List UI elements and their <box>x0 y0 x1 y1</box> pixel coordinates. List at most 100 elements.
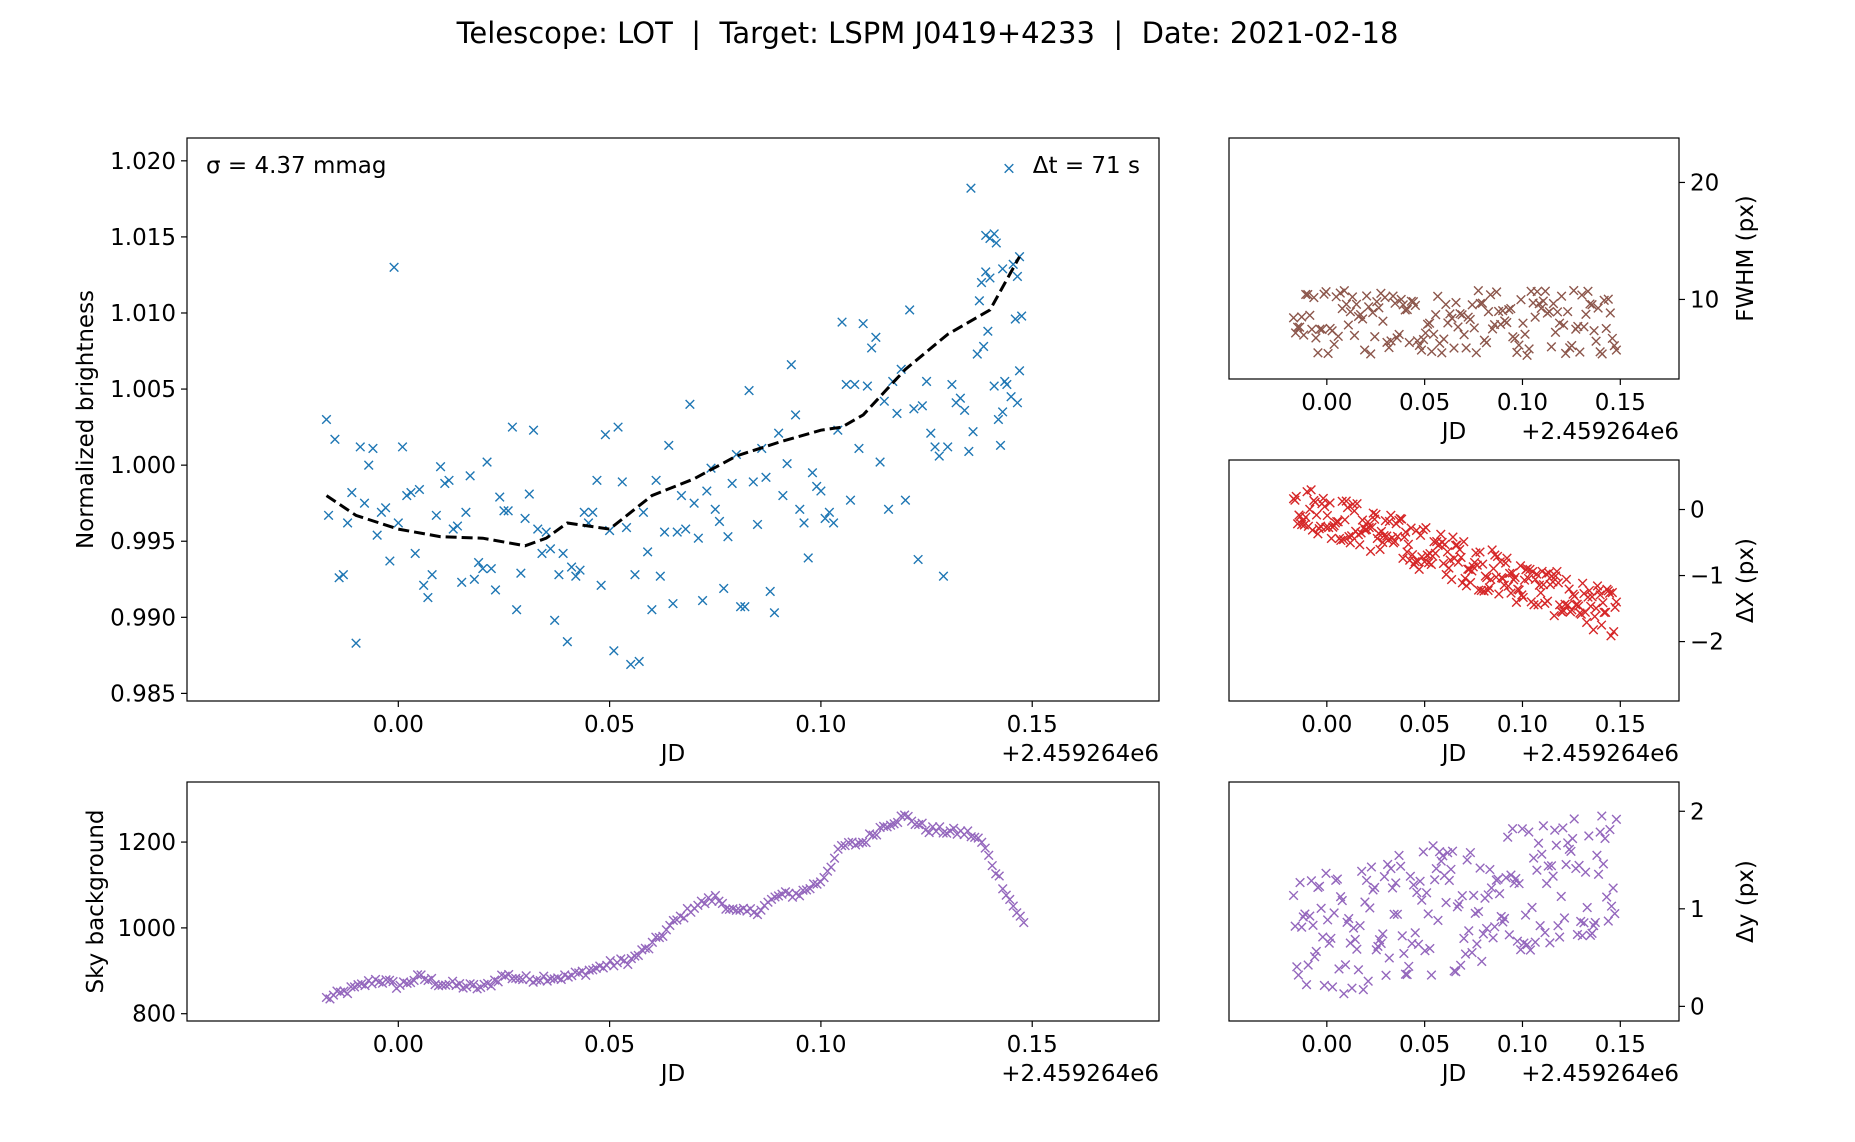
dy-point <box>1350 934 1361 945</box>
fwhm-point <box>1430 309 1441 320</box>
brightness-point <box>473 557 484 568</box>
dx-point <box>1607 587 1618 598</box>
sky-point <box>644 944 654 954</box>
brightness-point <box>647 604 657 615</box>
fwhm-point <box>1601 323 1612 334</box>
fwhm-point <box>1520 329 1530 340</box>
brightness-point <box>558 548 568 559</box>
dy-point <box>1499 913 1510 924</box>
brightness-point <box>765 586 775 597</box>
brightness-point <box>439 478 450 489</box>
dy-point <box>1536 849 1547 860</box>
dy-point <box>1321 868 1331 879</box>
brightness-point <box>494 492 505 502</box>
brightness-point <box>925 428 936 438</box>
fwhm-point <box>1544 306 1555 317</box>
brightness-dt-annotation: Δt = 71 s <box>1033 153 1140 179</box>
fwhm-point <box>1333 331 1344 342</box>
fwhm-point <box>1560 348 1571 359</box>
dy-point <box>1476 956 1487 967</box>
dx-point <box>1598 597 1608 608</box>
dy-point <box>1296 922 1307 932</box>
brightness-point <box>955 393 966 403</box>
brightness-xtick-label: 0.10 <box>795 712 846 738</box>
brightness-point <box>974 296 985 306</box>
dy-point <box>1389 909 1399 920</box>
fwhm-point <box>1305 310 1315 321</box>
dx-point <box>1517 590 1527 600</box>
brightness-point <box>689 498 699 508</box>
fwhm-point <box>1550 327 1561 338</box>
fwhm-point <box>1329 339 1339 350</box>
brightness-point <box>566 562 577 572</box>
dy-point <box>1502 832 1513 843</box>
dy-point <box>1348 923 1359 933</box>
dx-xtick-label: 0.10 <box>1497 712 1548 738</box>
brightness-point <box>380 502 391 513</box>
brightness-ytick-label: 0.990 <box>110 605 176 631</box>
brightness-point <box>427 569 437 580</box>
sky-point <box>756 905 766 915</box>
brightness-point <box>794 504 805 515</box>
fwhm-point <box>1378 316 1388 326</box>
brightness-point <box>600 429 611 440</box>
sky-point <box>381 975 391 985</box>
dx-point <box>1323 522 1334 533</box>
sky-point <box>707 896 717 907</box>
dy-point <box>1403 961 1414 972</box>
dx-point <box>1552 566 1562 577</box>
dy-point <box>1506 870 1516 880</box>
brightness-point <box>452 521 463 531</box>
dy-point <box>1387 883 1398 893</box>
fwhm-point <box>1552 307 1563 317</box>
brightness-point <box>892 408 902 419</box>
dy-point <box>1420 945 1430 956</box>
dy-point <box>1303 960 1313 970</box>
brightness-point <box>1004 163 1014 174</box>
dx-point <box>1444 563 1454 573</box>
fwhm-point <box>1524 344 1534 354</box>
dy-point <box>1554 932 1565 942</box>
sky-point <box>640 943 651 954</box>
dx-point <box>1375 544 1385 555</box>
dy-point <box>1590 917 1601 928</box>
dx-point <box>1518 592 1528 603</box>
fwhm-ytick-label: 10 <box>1690 287 1719 313</box>
fwhm-point <box>1605 308 1616 318</box>
sky-point <box>531 975 542 985</box>
brightness-point <box>338 569 349 580</box>
dx-point <box>1311 510 1322 520</box>
fwhm-point <box>1591 336 1601 346</box>
dy-point <box>1559 913 1570 923</box>
fwhm-point <box>1477 298 1488 309</box>
dy-point <box>1446 864 1456 875</box>
brightness-point <box>587 507 598 518</box>
brightness-point <box>718 583 729 594</box>
dy-point <box>1384 953 1395 963</box>
sky-point <box>1004 894 1015 905</box>
brightness-point <box>904 305 915 315</box>
sky-point <box>938 828 948 838</box>
brightness-point <box>410 548 421 559</box>
fwhm-point <box>1473 285 1484 296</box>
dy-ytick-label: 2 <box>1690 799 1705 825</box>
dx-point <box>1560 599 1570 610</box>
dy-point <box>1485 864 1495 875</box>
brightness-point <box>592 475 602 486</box>
brightness-point <box>959 405 970 416</box>
brightness-point <box>359 498 370 508</box>
dy-point <box>1556 891 1567 902</box>
fwhm-panel: 0.00 0.05 0.10 0.15 JD +2.459264e6 10 20 FWHM (p… <box>1228 137 1759 445</box>
fwhm-point <box>1459 329 1469 340</box>
dy-point <box>1528 853 1539 863</box>
fwhm-point <box>1367 307 1378 318</box>
sky-point <box>843 837 854 848</box>
brightness-point <box>989 381 999 391</box>
dy-point <box>1468 890 1479 901</box>
dx-point <box>1475 547 1485 557</box>
dx-point <box>1364 522 1375 533</box>
brightness-point <box>680 524 691 534</box>
brightness-point <box>921 376 932 387</box>
sky-point <box>948 823 959 834</box>
dy-point <box>1598 859 1609 869</box>
